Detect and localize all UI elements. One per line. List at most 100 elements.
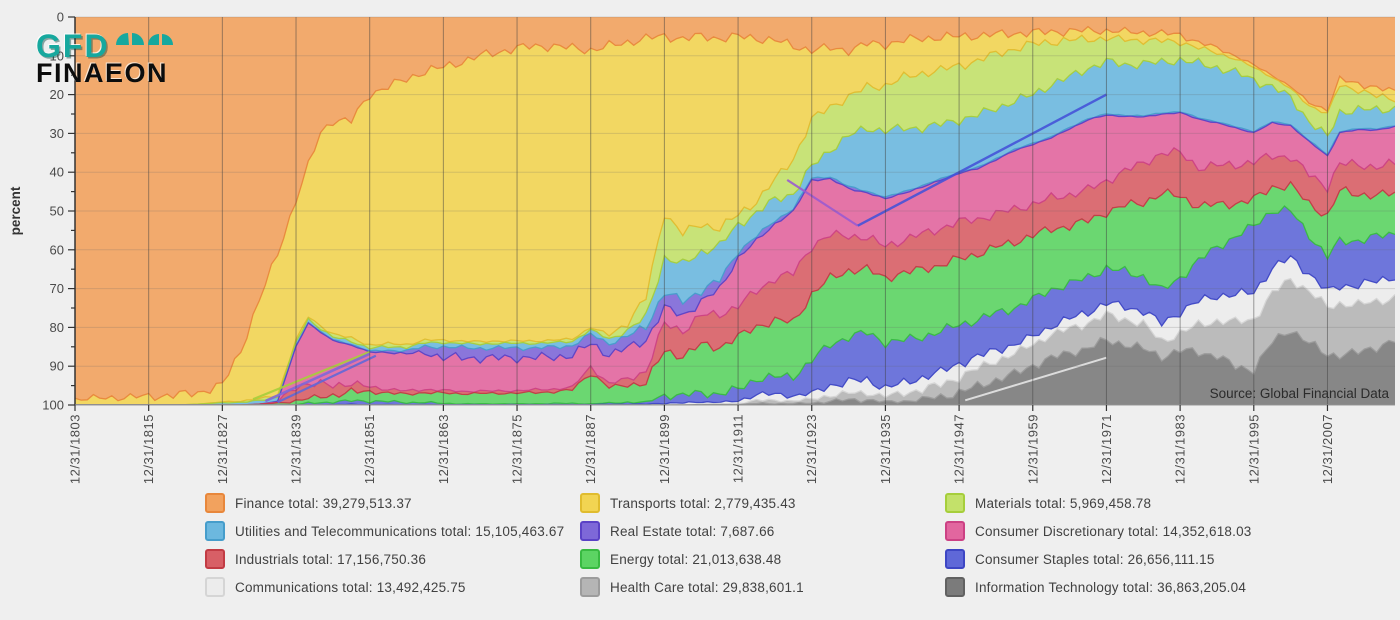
x-tick-label: 12/31/2007 (1320, 414, 1335, 484)
legend-swatch-materials[interactable] (945, 493, 965, 513)
legend-item-health-care[interactable]: Health Care total: 29,838,601.1 (580, 577, 945, 597)
legend-label-utilities: Utilities and Telecommunications total: … (235, 523, 565, 539)
area-consumer-discretionary (75, 112, 1395, 405)
x-tick-label: 12/31/1959 (1025, 414, 1040, 484)
real-estate-sparse-line-2 (786, 179, 859, 227)
y-tick-label: 20 (50, 87, 64, 102)
legend-label-materials: Materials total: 5,969,458.78 (975, 495, 1152, 511)
legend-swatch-energy[interactable] (580, 549, 600, 569)
gfd-finaeon-logo: GFD FINAEON (36, 30, 178, 87)
source-note: Source: Global Financial Data (1210, 386, 1390, 401)
legend-item-industrials[interactable]: Industrials total: 17,156,750.36 (205, 549, 580, 569)
x-tick-label: 12/31/1947 (952, 414, 967, 484)
legend-swatch-information-technology[interactable] (945, 577, 965, 597)
legend-item-consumer-staples[interactable]: Consumer Staples total: 26,656,111.15 (945, 549, 1252, 569)
legend-swatch-real-estate[interactable] (580, 521, 600, 541)
horizontal-gridlines (75, 16, 1395, 406)
legend-swatch-consumer-staples[interactable] (945, 549, 965, 569)
legend-swatch-utilities[interactable] (205, 521, 225, 541)
area-consumer-staples (75, 206, 1395, 405)
area-utilities (75, 57, 1395, 405)
outline-finance (75, 25, 1395, 402)
x-tick-label: 12/31/1887 (583, 414, 598, 484)
legend-label-health-care: Health Care total: 29,838,601.1 (610, 579, 804, 595)
materials-sparse-line (252, 350, 371, 401)
logo-gfd-text: GFD (36, 28, 110, 64)
legend-label-consumer-staples: Consumer Staples total: 26,656,111.15 (975, 551, 1215, 567)
x-tick-label: 12/31/1875 (510, 414, 525, 484)
legend-item-communications[interactable]: Communications total: 13,492,425.75 (205, 577, 580, 597)
logo-finaeon-text: FINAEON (36, 58, 168, 88)
y-tick-label: 30 (50, 126, 64, 141)
x-tick-label: 12/31/1899 (657, 414, 672, 484)
legend-label-finance: Finance total: 39,279,513.37 (235, 495, 412, 511)
area-industrials (75, 147, 1395, 405)
x-tick-label: 12/31/1803 (68, 414, 83, 484)
area-transports (75, 26, 1395, 405)
communications-sparse-line (964, 356, 1107, 402)
y-tick-label: 10 (50, 48, 64, 63)
legend-label-transports: Transports total: 2,779,435.43 (610, 495, 796, 511)
chart-legend: Finance total: 39,279,513.37 Transports t… (205, 493, 1252, 597)
real-estate-sparse-line (264, 352, 371, 403)
y-tick-label: 40 (50, 165, 64, 180)
axes: 0 10 20 30 40 50 60 70 80 90 100 percent 12/31/1803 1… (8, 10, 1395, 484)
legend-item-materials[interactable]: Materials total: 5,969,458.78 (945, 493, 1252, 513)
legend-swatch-industrials[interactable] (205, 549, 225, 569)
legend-label-energy: Energy total: 21,013,638.48 (610, 551, 782, 567)
vertical-gridlines (74, 17, 1328, 405)
y-tick-label: 90 (50, 359, 64, 374)
y-tick-label: 0 (57, 10, 64, 25)
outline-materials (75, 56, 1395, 405)
legend-item-real-estate[interactable]: Real Estate total: 7,687.66 (580, 521, 945, 541)
legend-item-finance[interactable]: Finance total: 39,279,513.37 (205, 493, 580, 513)
y-tick-label: 70 (50, 281, 64, 296)
legend-label-information-technology: Information Technology total: 36,863,205… (975, 579, 1247, 595)
outline-communications (75, 277, 1395, 405)
legend-item-consumer-discretionary[interactable]: Consumer Discretionary total: 14,352,618… (945, 521, 1252, 541)
y-tick-label: 50 (50, 204, 64, 219)
outline-consumer-staples (75, 254, 1395, 405)
x-tick-label: 12/31/1995 (1246, 414, 1261, 484)
area-materials (75, 35, 1395, 405)
legend-label-communications: Communications total: 13,492,425.75 (235, 579, 466, 595)
x-tick-label: 12/31/1863 (436, 414, 451, 484)
stacked-area-chart: 0 10 20 30 40 50 60 70 80 90 100 percent 12/31/1803 1… (8, 10, 1395, 484)
legend-item-information-technology[interactable]: Information Technology total: 36,863,205… (945, 577, 1252, 597)
outline-consumer-discretionary (75, 146, 1395, 405)
y-axis-title: percent (8, 186, 23, 235)
legend-item-utilities[interactable]: Utilities and Telecommunications total: … (205, 521, 580, 541)
legend-swatch-consumer-discretionary[interactable] (945, 521, 965, 541)
x-tick-label: 12/31/1923 (804, 414, 819, 484)
legend-swatch-health-care[interactable] (580, 577, 600, 597)
x-tick-label: 12/31/1827 (215, 414, 230, 484)
outline-transports (75, 34, 1395, 405)
staples-sparse-line (277, 354, 377, 404)
x-tick-label: 12/31/1935 (878, 414, 893, 484)
x-tick-label: 12/31/1971 (1099, 414, 1114, 484)
x-tick-label: 12/31/1851 (362, 414, 377, 484)
x-tick-label: 12/31/1911 (731, 414, 746, 483)
x-tick-label: 12/31/1839 (289, 414, 304, 484)
x-tick-label: 12/31/1815 (141, 414, 156, 484)
staples-sparse-line-2 (857, 93, 1108, 227)
y-tick-label: 80 (50, 320, 64, 335)
legend-label-real-estate: Real Estate total: 7,687.66 (610, 523, 775, 539)
legend-label-industrials: Industrials total: 17,156,750.36 (235, 551, 427, 567)
legend-swatch-finance[interactable] (205, 493, 225, 513)
area-information-technology (75, 331, 1395, 405)
legend-label-consumer-discretionary: Consumer Discretionary total: 14,352,618… (975, 523, 1252, 539)
outline-industrials (75, 180, 1395, 405)
sparse-interpolation-lines (252, 93, 1108, 404)
area-energy (75, 181, 1395, 405)
area-series-group (75, 17, 1395, 405)
area-health-care (75, 278, 1395, 405)
x-tick-label: 12/31/1983 (1173, 414, 1188, 484)
legend-swatch-communications[interactable] (205, 577, 225, 597)
legend-swatch-transports[interactable] (580, 493, 600, 513)
legend-item-transports[interactable]: Transports total: 2,779,435.43 (580, 493, 945, 513)
y-tick-label: 100 (42, 398, 64, 413)
legend-item-energy[interactable]: Energy total: 21,013,638.48 (580, 549, 945, 569)
logo-leaves-icon (115, 33, 173, 45)
